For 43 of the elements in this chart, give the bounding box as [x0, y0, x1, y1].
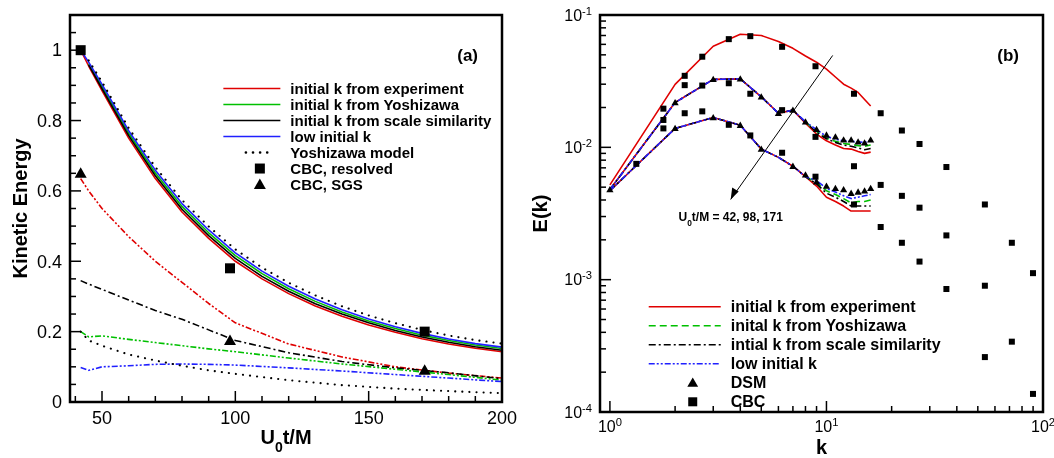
legend-label: inital k from Yoshizawa: [730, 317, 907, 335]
y-tick-label: 10$^{-2}$: [564, 136, 592, 156]
text: (a): [457, 46, 478, 65]
point: [74, 167, 87, 178]
y-tick-label: 1: [51, 40, 62, 61]
x-tick-label: 10$^{1}$: [814, 416, 839, 435]
legend-label: low initial k: [290, 127, 372, 145]
x-axis-title: U$_{0}$t/M: [260, 426, 312, 455]
x-tick-label: 100: [220, 408, 251, 428]
x-tick-label: 50: [91, 408, 113, 428]
y-tick-label: 0.4: [36, 251, 62, 272]
line-series: [79, 363, 502, 383]
y-tick-label: 0.8: [36, 110, 62, 131]
y-tick-label: 0.2: [36, 321, 62, 342]
legend-label: intial k from scale similarity: [730, 336, 941, 354]
legend-label: initial k from experiment: [290, 79, 464, 97]
y-tick-label: 10$^{-1}$: [564, 4, 592, 24]
y-tick-label: 0.6: [36, 181, 62, 202]
annotation: U$_{0}$t/M = 42, 98, 171: [678, 210, 784, 229]
point: [419, 326, 430, 337]
line-series: [79, 330, 502, 381]
legend-label: low initial k: [730, 355, 818, 373]
legend-label: CBC: [730, 393, 766, 411]
text: (b): [997, 46, 1019, 65]
y-axis-title: E(k): [529, 194, 551, 233]
y-axis-title: Kinetic Energy: [9, 137, 31, 279]
point: [224, 334, 236, 345]
legend-label: initial k from experiment: [730, 298, 917, 316]
legend-label: CBC, resolved: [290, 159, 393, 177]
point: [75, 45, 86, 56]
point: [418, 364, 431, 375]
legend-label: Yoshizawa model: [290, 143, 415, 161]
y-tick-label: 10$^{-3}$: [564, 269, 592, 289]
legend-label: DSM: [730, 374, 767, 392]
x-tick-label: 150: [353, 408, 384, 428]
legend-label: initial k from scale similarity: [290, 111, 492, 129]
x-tick-label: 10$^{0}$: [597, 416, 622, 435]
x-tick-label: 10$^{2}$: [1030, 416, 1054, 435]
x-tick-label: 200: [486, 408, 518, 428]
y-tick-label: 10$^{-4}$: [564, 401, 592, 421]
y-tick-label: 0: [51, 392, 62, 413]
point: [225, 263, 235, 274]
x-axis-title: k: [815, 436, 828, 458]
